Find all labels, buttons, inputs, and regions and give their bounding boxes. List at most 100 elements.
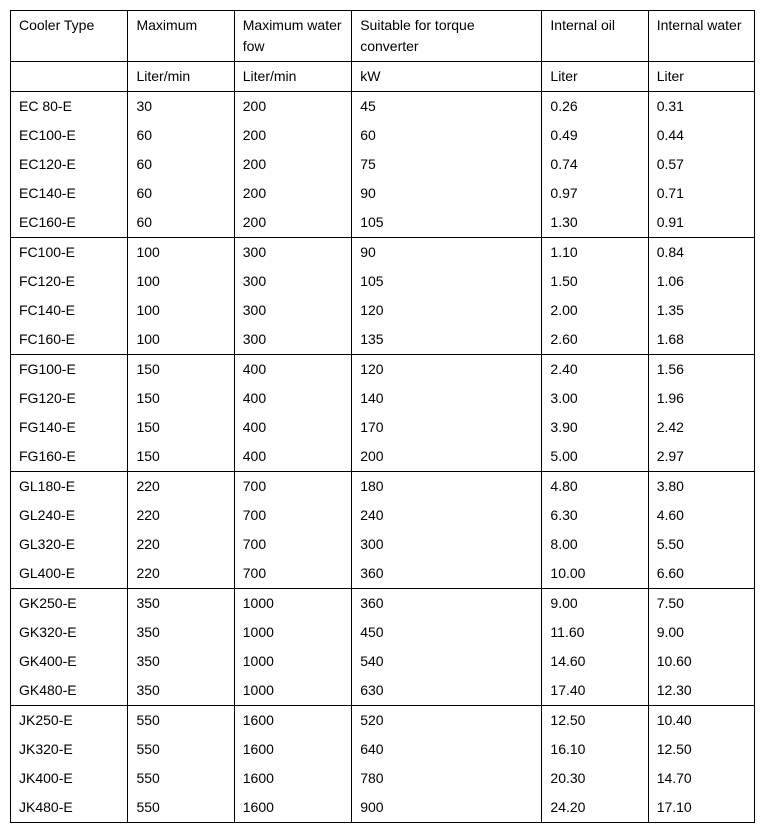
cell: 200 bbox=[234, 179, 351, 208]
cell: 550 bbox=[128, 793, 234, 823]
cell: 2.40 bbox=[542, 355, 648, 385]
cell: 1.06 bbox=[648, 267, 754, 296]
cell: Maximum water fow bbox=[234, 11, 351, 62]
cell: FG140-E bbox=[11, 413, 128, 442]
cell: 75 bbox=[352, 150, 542, 179]
cell: Liter bbox=[542, 62, 648, 92]
cell: 5.50 bbox=[648, 530, 754, 559]
cell: EC 80-E bbox=[11, 92, 128, 122]
cell: Cooler Type bbox=[11, 11, 128, 62]
table-row: GK400-E350100054014.6010.60 bbox=[11, 647, 755, 676]
header-row: Liter/minLiter/minkWLiterLiter bbox=[11, 62, 755, 92]
cell: 90 bbox=[352, 179, 542, 208]
cell: 20.30 bbox=[542, 764, 648, 793]
cell: 1000 bbox=[234, 647, 351, 676]
cell: 3.00 bbox=[542, 384, 648, 413]
cell: 9.00 bbox=[648, 618, 754, 647]
cell: GK400-E bbox=[11, 647, 128, 676]
cell: 350 bbox=[128, 647, 234, 676]
cell: 14.60 bbox=[542, 647, 648, 676]
cell: 120 bbox=[352, 296, 542, 325]
cell: FC140-E bbox=[11, 296, 128, 325]
table-row: FC140-E1003001202.001.35 bbox=[11, 296, 755, 325]
cell: 0.97 bbox=[542, 179, 648, 208]
cell: 0.91 bbox=[648, 208, 754, 238]
cell: 900 bbox=[352, 793, 542, 823]
cell: 220 bbox=[128, 472, 234, 502]
cell: 150 bbox=[128, 413, 234, 442]
table-row: GK320-E350100045011.609.00 bbox=[11, 618, 755, 647]
cell: 200 bbox=[234, 92, 351, 122]
cell: 8.00 bbox=[542, 530, 648, 559]
table-row: FC160-E1003001352.601.68 bbox=[11, 325, 755, 355]
table-row: JK320-E550160064016.1012.50 bbox=[11, 735, 755, 764]
cell: Liter/min bbox=[128, 62, 234, 92]
cell: 220 bbox=[128, 559, 234, 589]
cell: 1.68 bbox=[648, 325, 754, 355]
cell: 0.26 bbox=[542, 92, 648, 122]
cell: 400 bbox=[234, 413, 351, 442]
cell: 300 bbox=[352, 530, 542, 559]
table-row: EC100-E60200600.490.44 bbox=[11, 121, 755, 150]
cell: 150 bbox=[128, 355, 234, 385]
cell: JK250-E bbox=[11, 706, 128, 736]
cell: 10.40 bbox=[648, 706, 754, 736]
cell: 3.80 bbox=[648, 472, 754, 502]
cell: GL400-E bbox=[11, 559, 128, 589]
cell: 0.74 bbox=[542, 150, 648, 179]
cell: 630 bbox=[352, 676, 542, 706]
cell: 100 bbox=[128, 296, 234, 325]
cell: Liter bbox=[648, 62, 754, 92]
cell bbox=[11, 62, 128, 92]
cell: 3.90 bbox=[542, 413, 648, 442]
cell: 17.40 bbox=[542, 676, 648, 706]
cell: 7.50 bbox=[648, 589, 754, 619]
cell: 24.20 bbox=[542, 793, 648, 823]
table-row: GK250-E35010003609.007.50 bbox=[11, 589, 755, 619]
cell: 180 bbox=[352, 472, 542, 502]
cell: JK400-E bbox=[11, 764, 128, 793]
cell: 300 bbox=[234, 325, 351, 355]
cell: 100 bbox=[128, 325, 234, 355]
cell: 1.30 bbox=[542, 208, 648, 238]
table-row: EC140-E60200900.970.71 bbox=[11, 179, 755, 208]
cell: 540 bbox=[352, 647, 542, 676]
cell: 200 bbox=[234, 121, 351, 150]
cell: JK480-E bbox=[11, 793, 128, 823]
table-row: JK480-E550160090024.2017.10 bbox=[11, 793, 755, 823]
table-row: GL320-E2207003008.005.50 bbox=[11, 530, 755, 559]
cell: 200 bbox=[234, 208, 351, 238]
cell: 12.50 bbox=[648, 735, 754, 764]
cell: EC120-E bbox=[11, 150, 128, 179]
cell: GK320-E bbox=[11, 618, 128, 647]
cell: 5.00 bbox=[542, 442, 648, 472]
cell: 350 bbox=[128, 618, 234, 647]
cell: 4.80 bbox=[542, 472, 648, 502]
cell: 400 bbox=[234, 355, 351, 385]
cell: 6.30 bbox=[542, 501, 648, 530]
cell: Maximum bbox=[128, 11, 234, 62]
cell: 0.44 bbox=[648, 121, 754, 150]
cell: Internal water bbox=[648, 11, 754, 62]
table-row: EC 80-E30200450.260.31 bbox=[11, 92, 755, 122]
cooler-spec-table: Cooler TypeMaximumMaximum water fowSuita… bbox=[10, 10, 755, 823]
cell: 60 bbox=[128, 121, 234, 150]
cell: 1600 bbox=[234, 793, 351, 823]
cell: GL320-E bbox=[11, 530, 128, 559]
cell: 30 bbox=[128, 92, 234, 122]
cell: 550 bbox=[128, 735, 234, 764]
cell: 0.31 bbox=[648, 92, 754, 122]
cell: 350 bbox=[128, 589, 234, 619]
cell: 105 bbox=[352, 267, 542, 296]
cell: 780 bbox=[352, 764, 542, 793]
cell: 0.84 bbox=[648, 238, 754, 268]
cell: FG120-E bbox=[11, 384, 128, 413]
table-row: GL240-E2207002406.304.60 bbox=[11, 501, 755, 530]
cell: EC140-E bbox=[11, 179, 128, 208]
cell: 1000 bbox=[234, 589, 351, 619]
cell: 140 bbox=[352, 384, 542, 413]
cell: 2.00 bbox=[542, 296, 648, 325]
cell: 170 bbox=[352, 413, 542, 442]
cell: 520 bbox=[352, 706, 542, 736]
cell: 4.60 bbox=[648, 501, 754, 530]
